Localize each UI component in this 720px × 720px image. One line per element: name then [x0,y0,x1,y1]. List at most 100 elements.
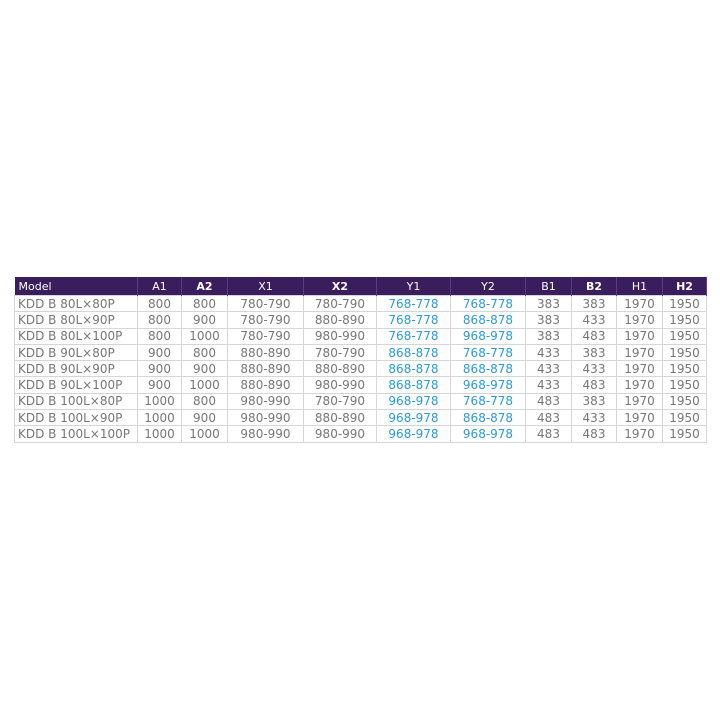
value-cell: 1950 [662,425,707,443]
value-cell: 1950 [662,376,707,394]
value-cell: 768-778 [376,327,451,345]
value-cell: 433 [525,376,572,394]
table-row: KDD B 100L×80P 1000 800 980-990 780-790 968-9… [14,392,707,411]
value-cell: 433 [571,409,617,427]
value-cell: 980-990 [227,409,304,427]
value-cell: 1950 [662,294,707,313]
value-cell: 968-978 [376,392,451,411]
value-cell: 1000 [181,327,228,345]
spec-table: Model A1 A2 X1 X2 Y1 Y2 B1 B2 H1 H2 KDD B 80L×80P 8… [14,277,707,443]
header-cell: A2 [181,277,228,296]
value-cell: 483 [525,392,572,411]
table-row: KDD B 100L×90P 1000 900 980-990 880-890 968-9… [14,409,707,427]
value-cell: 1950 [662,327,707,345]
value-cell: 383 [571,343,617,362]
header-cell: X1 [227,277,304,296]
value-cell: 1950 [662,311,707,329]
value-cell: 980-990 [227,425,304,443]
table-row: KDD B 90L×100P 900 1000 880-890 980-990 868-8… [14,376,707,394]
model-cell: KDD B 100L×100P [14,425,138,443]
value-cell: 483 [571,376,617,394]
value-cell: 383 [571,294,617,313]
value-cell: 483 [571,425,617,443]
value-cell: 868-878 [376,343,451,362]
value-cell: 780-790 [303,392,377,411]
value-cell: 780-790 [227,311,304,329]
value-cell: 1970 [616,392,663,411]
value-cell: 980-990 [227,392,304,411]
value-cell: 868-878 [450,311,526,329]
value-cell: 800 [181,392,228,411]
value-cell: 1970 [616,360,663,378]
value-cell: 868-878 [376,360,451,378]
model-cell: KDD B 100L×90P [14,409,138,427]
value-cell: 968-978 [376,425,451,443]
value-cell: 880-890 [227,343,304,362]
value-cell: 1000 [137,425,182,443]
value-cell: 900 [137,343,182,362]
table-row: KDD B 80L×100P 800 1000 780-790 980-990 768-7… [14,327,707,345]
header-cell: Y2 [450,277,526,296]
value-cell: 483 [525,425,572,443]
value-cell: 800 [181,294,228,313]
value-cell: 768-778 [450,294,526,313]
value-cell: 433 [525,343,572,362]
value-cell: 1000 [137,392,182,411]
value-cell: 868-878 [376,376,451,394]
value-cell: 880-890 [227,376,304,394]
value-cell: 1970 [616,425,663,443]
value-cell: 483 [571,327,617,345]
model-cell: KDD B 90L×80P [14,343,138,362]
table-row: KDD B 80L×90P 800 900 780-790 880-890 768-778… [14,311,707,329]
value-cell: 1970 [616,376,663,394]
value-cell: 1970 [616,294,663,313]
header-cell: X2 [303,277,377,296]
value-cell: 383 [525,294,572,313]
value-cell: 868-878 [450,409,526,427]
value-cell: 1970 [616,343,663,362]
model-cell: KDD B 100L×80P [14,392,138,411]
value-cell: 880-890 [303,311,377,329]
value-cell: 1950 [662,343,707,362]
header-cell: Model [14,277,138,296]
value-cell: 1000 [181,376,228,394]
value-cell: 800 [181,343,228,362]
value-cell: 780-790 [303,343,377,362]
value-cell: 900 [137,376,182,394]
value-cell: 768-778 [376,294,451,313]
value-cell: 968-978 [450,425,526,443]
header-cell: B2 [571,277,617,296]
spec-table-wrap: Model A1 A2 X1 X2 Y1 Y2 B1 B2 H1 H2 KDD B 80L×80P 8… [14,277,707,443]
value-cell: 433 [525,360,572,378]
table-row: KDD B 90L×80P 900 800 880-890 780-790 868-878… [14,343,707,362]
value-cell: 880-890 [303,360,377,378]
value-cell: 483 [525,409,572,427]
value-cell: 780-790 [303,294,377,313]
table-row: KDD B 80L×80P 800 800 780-790 780-790 768-778… [14,294,707,313]
value-cell: 780-790 [227,294,304,313]
value-cell: 383 [571,392,617,411]
header-cell: H2 [662,277,707,296]
header-cell: H1 [616,277,663,296]
value-cell: 1950 [662,409,707,427]
model-cell: KDD B 80L×100P [14,327,138,345]
header-cell: Y1 [376,277,451,296]
value-cell: 433 [571,311,617,329]
value-cell: 383 [525,327,572,345]
header-row: Model A1 A2 X1 X2 Y1 Y2 B1 B2 H1 H2 [14,277,707,296]
value-cell: 780-790 [227,327,304,345]
value-cell: 1950 [662,360,707,378]
model-cell: KDD B 80L×90P [14,311,138,329]
value-cell: 980-990 [303,327,377,345]
value-cell: 768-778 [450,343,526,362]
header-cell: A1 [137,277,182,296]
value-cell: 1950 [662,392,707,411]
value-cell: 900 [181,311,228,329]
value-cell: 968-978 [450,327,526,345]
table-body: KDD B 80L×80P 800 800 780-790 780-790 768-778… [14,294,707,443]
value-cell: 800 [137,311,182,329]
value-cell: 1970 [616,327,663,345]
value-cell: 768-778 [376,311,451,329]
value-cell: 433 [571,360,617,378]
